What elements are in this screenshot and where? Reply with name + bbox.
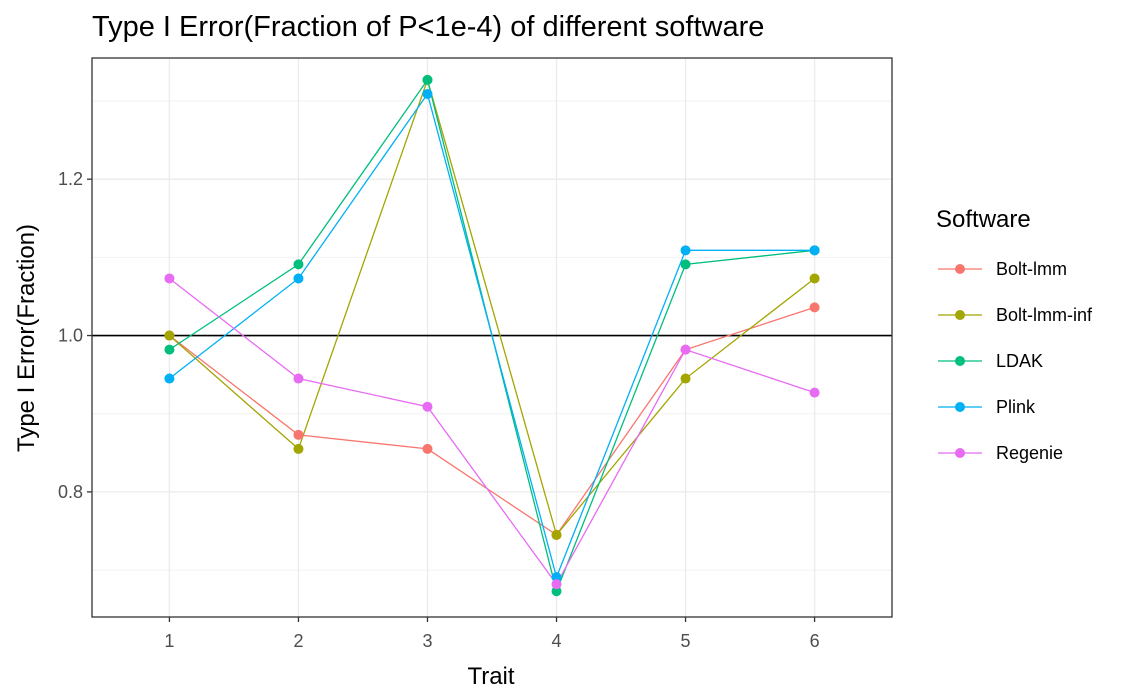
x-tick-label: 4 bbox=[552, 631, 562, 651]
data-point bbox=[293, 429, 304, 440]
series-layer bbox=[164, 74, 820, 597]
data-point bbox=[293, 259, 304, 270]
data-point bbox=[551, 586, 562, 597]
legend-label: LDAK bbox=[996, 351, 1043, 371]
data-point bbox=[164, 273, 175, 284]
data-point bbox=[422, 74, 433, 85]
data-point bbox=[164, 330, 175, 341]
series-line bbox=[169, 92, 815, 580]
x-tick-label: 1 bbox=[164, 631, 174, 651]
y-tick-label: 1.0 bbox=[58, 326, 83, 346]
series-line bbox=[169, 277, 815, 586]
axis-layer: 0.8 1.0 1.2 1 2 3 4 5 6 bbox=[58, 57, 893, 651]
data-point bbox=[809, 273, 820, 284]
series-line bbox=[168, 77, 815, 537]
data-point bbox=[164, 373, 175, 384]
legend-label: Bolt-lmm-inf bbox=[996, 305, 1093, 325]
data-point bbox=[293, 273, 304, 284]
y-tick-label: 1.2 bbox=[58, 169, 83, 189]
legend-label: Bolt-lmm bbox=[996, 259, 1067, 279]
legend-label: Plink bbox=[996, 397, 1036, 417]
data-point bbox=[680, 245, 691, 256]
x-tick-label: 3 bbox=[422, 631, 432, 651]
legend: Bolt-lmm Bolt-lmm-inf LDAK Plink Regenie bbox=[938, 259, 1093, 463]
plot-panel-border bbox=[91, 57, 893, 618]
legend-marker bbox=[955, 448, 965, 458]
legend-marker bbox=[955, 310, 965, 320]
legend-item: Bolt-lmm-inf bbox=[938, 305, 1093, 325]
legend-item: LDAK bbox=[938, 351, 1043, 371]
data-point bbox=[164, 344, 175, 355]
legend-item: Plink bbox=[938, 397, 1036, 417]
data-point bbox=[551, 529, 562, 540]
data-point bbox=[551, 572, 562, 583]
x-tick-label: 6 bbox=[810, 631, 820, 651]
data-point bbox=[809, 302, 820, 313]
data-point bbox=[422, 88, 433, 99]
data-point bbox=[551, 579, 562, 590]
x-tick-label: 5 bbox=[681, 631, 691, 651]
data-point bbox=[809, 245, 820, 256]
data-point bbox=[422, 443, 433, 454]
data-point bbox=[422, 401, 433, 412]
y-axis-title: Type I Error(Fraction) bbox=[13, 224, 40, 452]
legend-marker bbox=[955, 402, 965, 412]
data-point bbox=[680, 344, 691, 355]
data-point bbox=[680, 373, 691, 384]
legend-marker bbox=[955, 356, 965, 366]
series-line bbox=[169, 306, 815, 536]
data-point bbox=[809, 387, 820, 398]
legend-item: Bolt-lmm bbox=[938, 259, 1067, 279]
x-tick-label: 2 bbox=[293, 631, 303, 651]
legend-marker bbox=[955, 264, 965, 274]
legend-title: Software bbox=[936, 206, 1031, 233]
data-point bbox=[293, 443, 304, 454]
legend-item: Regenie bbox=[938, 443, 1063, 463]
x-axis-title: Trait bbox=[467, 663, 514, 690]
chart-title: Type I Error(Fraction of P<1e-4) of diff… bbox=[92, 11, 764, 43]
data-point bbox=[680, 259, 691, 270]
y-tick-label: 0.8 bbox=[58, 482, 83, 502]
legend-label: Regenie bbox=[996, 443, 1063, 463]
data-point bbox=[293, 373, 304, 384]
